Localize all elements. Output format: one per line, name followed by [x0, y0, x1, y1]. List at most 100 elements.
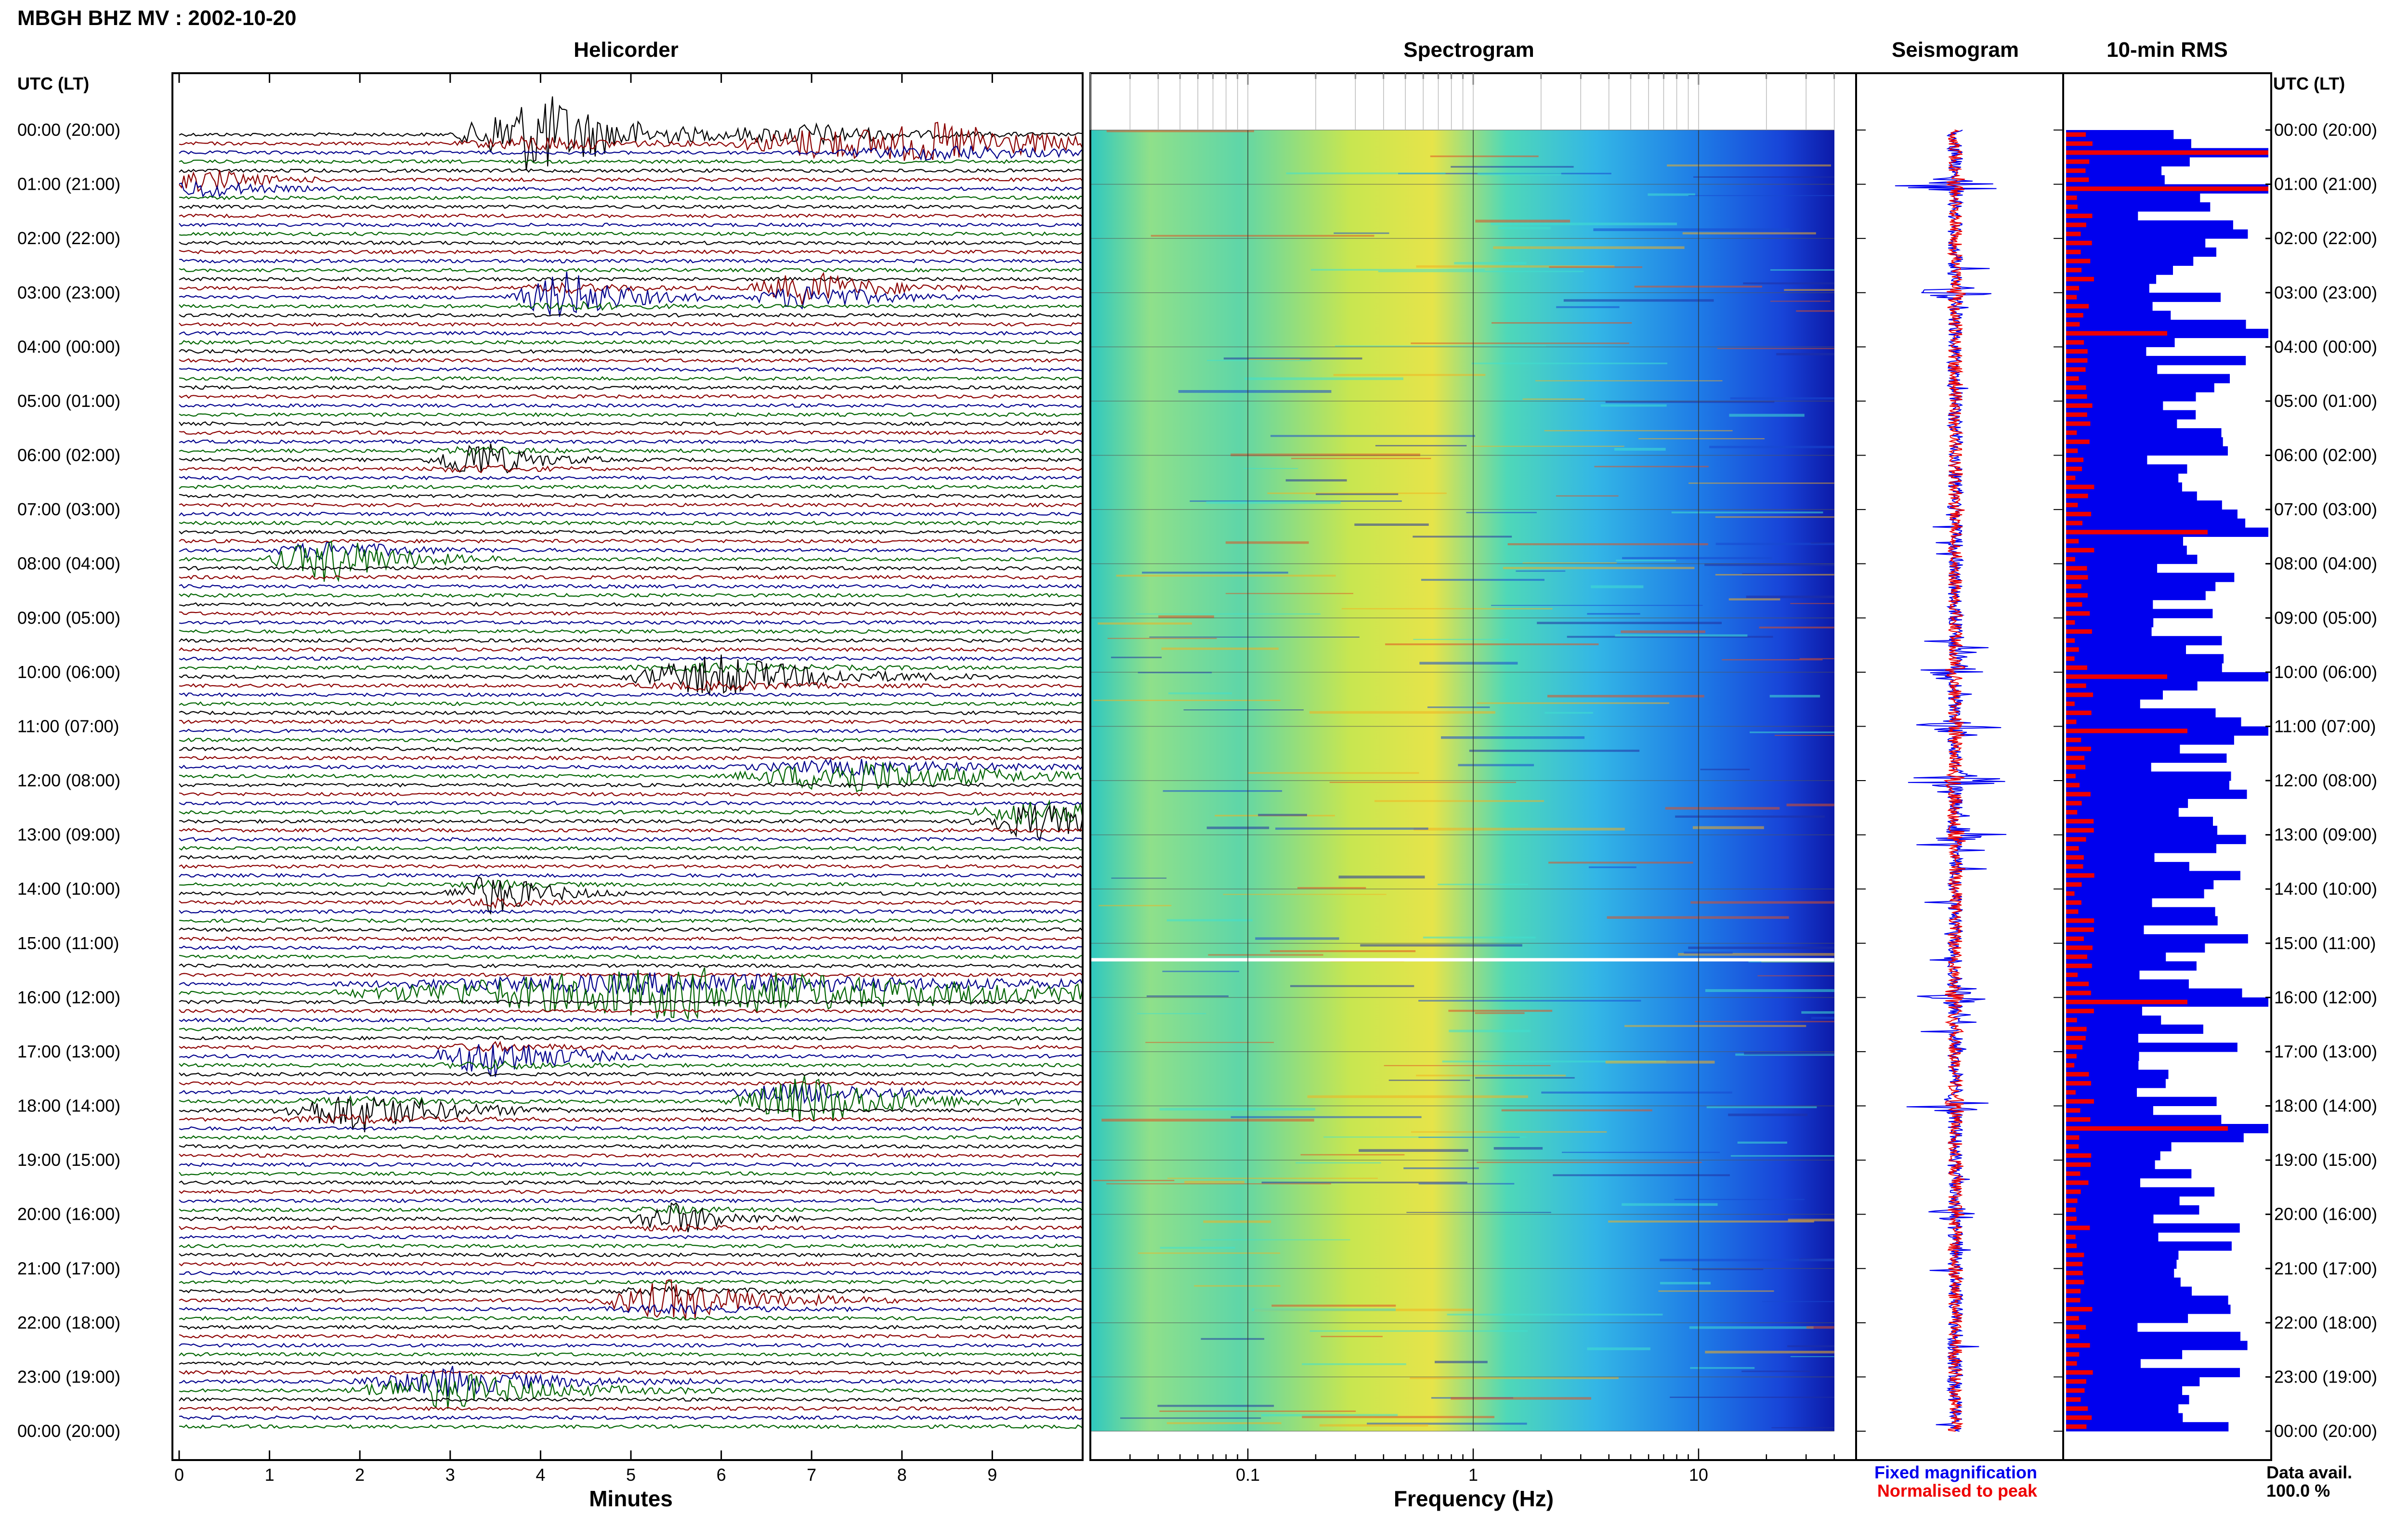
rms-bar-fixed — [2066, 446, 2228, 456]
spectrogram-streak — [1329, 782, 1516, 783]
rms-bar-fixed — [2066, 428, 2222, 438]
helicorder-trace — [179, 145, 1083, 161]
helicorder-trace — [179, 936, 1083, 941]
helicorder-trace — [179, 1202, 1083, 1232]
rms-bar-fixed — [2066, 717, 2241, 727]
rms-bar-fixed — [2066, 1314, 2188, 1323]
helicorder-trace — [179, 1171, 1083, 1176]
rms-bar-normalised — [2066, 249, 2081, 254]
rms-bar-fixed — [2066, 1088, 2137, 1097]
helicorder-trace — [179, 1279, 1083, 1319]
spectrogram-streak — [1771, 1427, 1834, 1428]
time-label-right: 07:00 (03:00) — [2274, 499, 2377, 519]
helicorder-trace — [179, 879, 1083, 891]
helicorder-trace — [179, 439, 1083, 444]
rms-bar-normalised — [2066, 1081, 2091, 1086]
rms-bar-normalised — [2066, 584, 2081, 589]
spectrogram-streak — [1411, 1131, 1607, 1133]
rms-bar-normalised — [2066, 394, 2087, 399]
helicorder-trace — [179, 349, 1083, 354]
rms-bar-normalised — [2066, 213, 2093, 218]
rms-bar-normalised — [2066, 1298, 2081, 1303]
rms-bar-normalised — [2066, 1415, 2092, 1420]
spectrogram-streak — [1757, 975, 1834, 977]
helicorder-x-tick-label: 8 — [897, 1465, 907, 1485]
time-label-right: 16:00 (12:00) — [2274, 987, 2377, 1007]
spectrogram-streak — [1715, 574, 1834, 576]
helicorder-frame — [171, 72, 1084, 1461]
time-label-left: 14:00 (10:00) — [17, 879, 120, 899]
helicorder-trace — [179, 1261, 1083, 1266]
spectrogram-grid — [1090, 130, 1834, 1432]
rms-bar-fixed — [2066, 1278, 2181, 1287]
rms-bar-normalised — [2066, 964, 2092, 968]
rms-bar-fixed — [2066, 1106, 2153, 1115]
rms-bar-normalised — [2066, 593, 2088, 598]
rms-bar-fixed — [2066, 518, 2246, 528]
rms-bar-fixed — [2066, 1241, 2232, 1251]
rms-bar-normalised — [2066, 801, 2082, 806]
helicorder-trace — [179, 1008, 1083, 1014]
rms-bar-normalised — [2066, 1207, 2076, 1212]
helicorder-trace — [179, 446, 1083, 457]
rms-bar-fixed — [2066, 1268, 2174, 1278]
spectrogram-streak — [1788, 1218, 1834, 1222]
helicorder-trace — [179, 1243, 1083, 1249]
spectrogram-streak — [1537, 622, 1722, 625]
helicorder-trace — [179, 267, 1083, 273]
seismogram-normalised-trace — [1943, 130, 1966, 1432]
spectrogram-streak — [1101, 1119, 1314, 1122]
spectrogram-streak — [1302, 1416, 1494, 1418]
helicorder-trace — [179, 654, 1083, 696]
rms-panel: Data avail. 100.0 % — [2062, 72, 2352, 1501]
rms-bar-normalised — [2066, 792, 2091, 796]
spectrogram-streak — [1715, 543, 1834, 545]
helicorder-trace — [179, 1424, 1083, 1429]
spectrogram-streak — [1684, 952, 1733, 954]
rms-bar-normalised — [2066, 1270, 2083, 1276]
rms-bar-normalised — [2066, 810, 2078, 815]
rms-bar-normalised — [2066, 1352, 2080, 1357]
rms-bar-fixed — [2066, 600, 2153, 609]
spectrogram-streak — [1093, 700, 1281, 701]
helicorder-trace — [179, 180, 1083, 198]
rms-bar-normalised — [2066, 340, 2084, 345]
helicorder-x-tick-label: 7 — [807, 1465, 816, 1485]
spectrogram-streak — [1307, 1095, 1528, 1098]
rms-bar-normalised — [2066, 1424, 2087, 1429]
spectrogram-streak — [1442, 1060, 1666, 1063]
spectrogram-streak — [1469, 749, 1640, 752]
helicorder-trace — [179, 276, 1083, 282]
rms-bar-fixed — [2066, 735, 2234, 745]
spectrogram-streak — [1111, 877, 1167, 879]
spectrogram-streak — [1548, 861, 1693, 864]
helicorder-trace — [179, 1198, 1083, 1203]
rms-bar-fixed — [2066, 762, 2151, 772]
spectrogram-streak — [1451, 1397, 1591, 1400]
rms-bar-fixed — [2066, 681, 2198, 691]
helicorder-trace — [179, 1162, 1083, 1167]
time-label-left: 01:00 (21:00) — [17, 174, 120, 194]
spectrogram-streak — [1688, 195, 1834, 196]
rms-bar-fixed — [2066, 1133, 2244, 1143]
spectrogram-streak — [1107, 638, 1217, 639]
rms-bar-fixed — [2066, 1250, 2179, 1260]
spectrogram-streak — [1693, 176, 1834, 178]
spectrogram-gap — [1090, 958, 1834, 962]
spectrogram-streak — [1692, 1268, 1764, 1270]
helicorder-trace — [179, 954, 1083, 960]
helicorder-trace — [179, 601, 1083, 607]
helicorder-trace — [179, 805, 1083, 842]
helicorder-trace — [179, 1113, 1083, 1124]
rms-bar-fixed — [2066, 202, 2211, 212]
rms-bar-normalised — [2066, 548, 2094, 553]
helicorder-trace — [179, 1415, 1083, 1420]
rms-bar-fixed — [2066, 500, 2222, 510]
spectrogram-streak — [1448, 1009, 1553, 1012]
spectrogram-streak — [1678, 953, 1834, 956]
helicorder-trace — [179, 1366, 1083, 1397]
helicorder-trace — [179, 1096, 1083, 1133]
rms-bar-fixed — [2066, 491, 2197, 501]
rms-bar-normalised — [2066, 457, 2084, 462]
helicorder-trace — [179, 1135, 1083, 1140]
